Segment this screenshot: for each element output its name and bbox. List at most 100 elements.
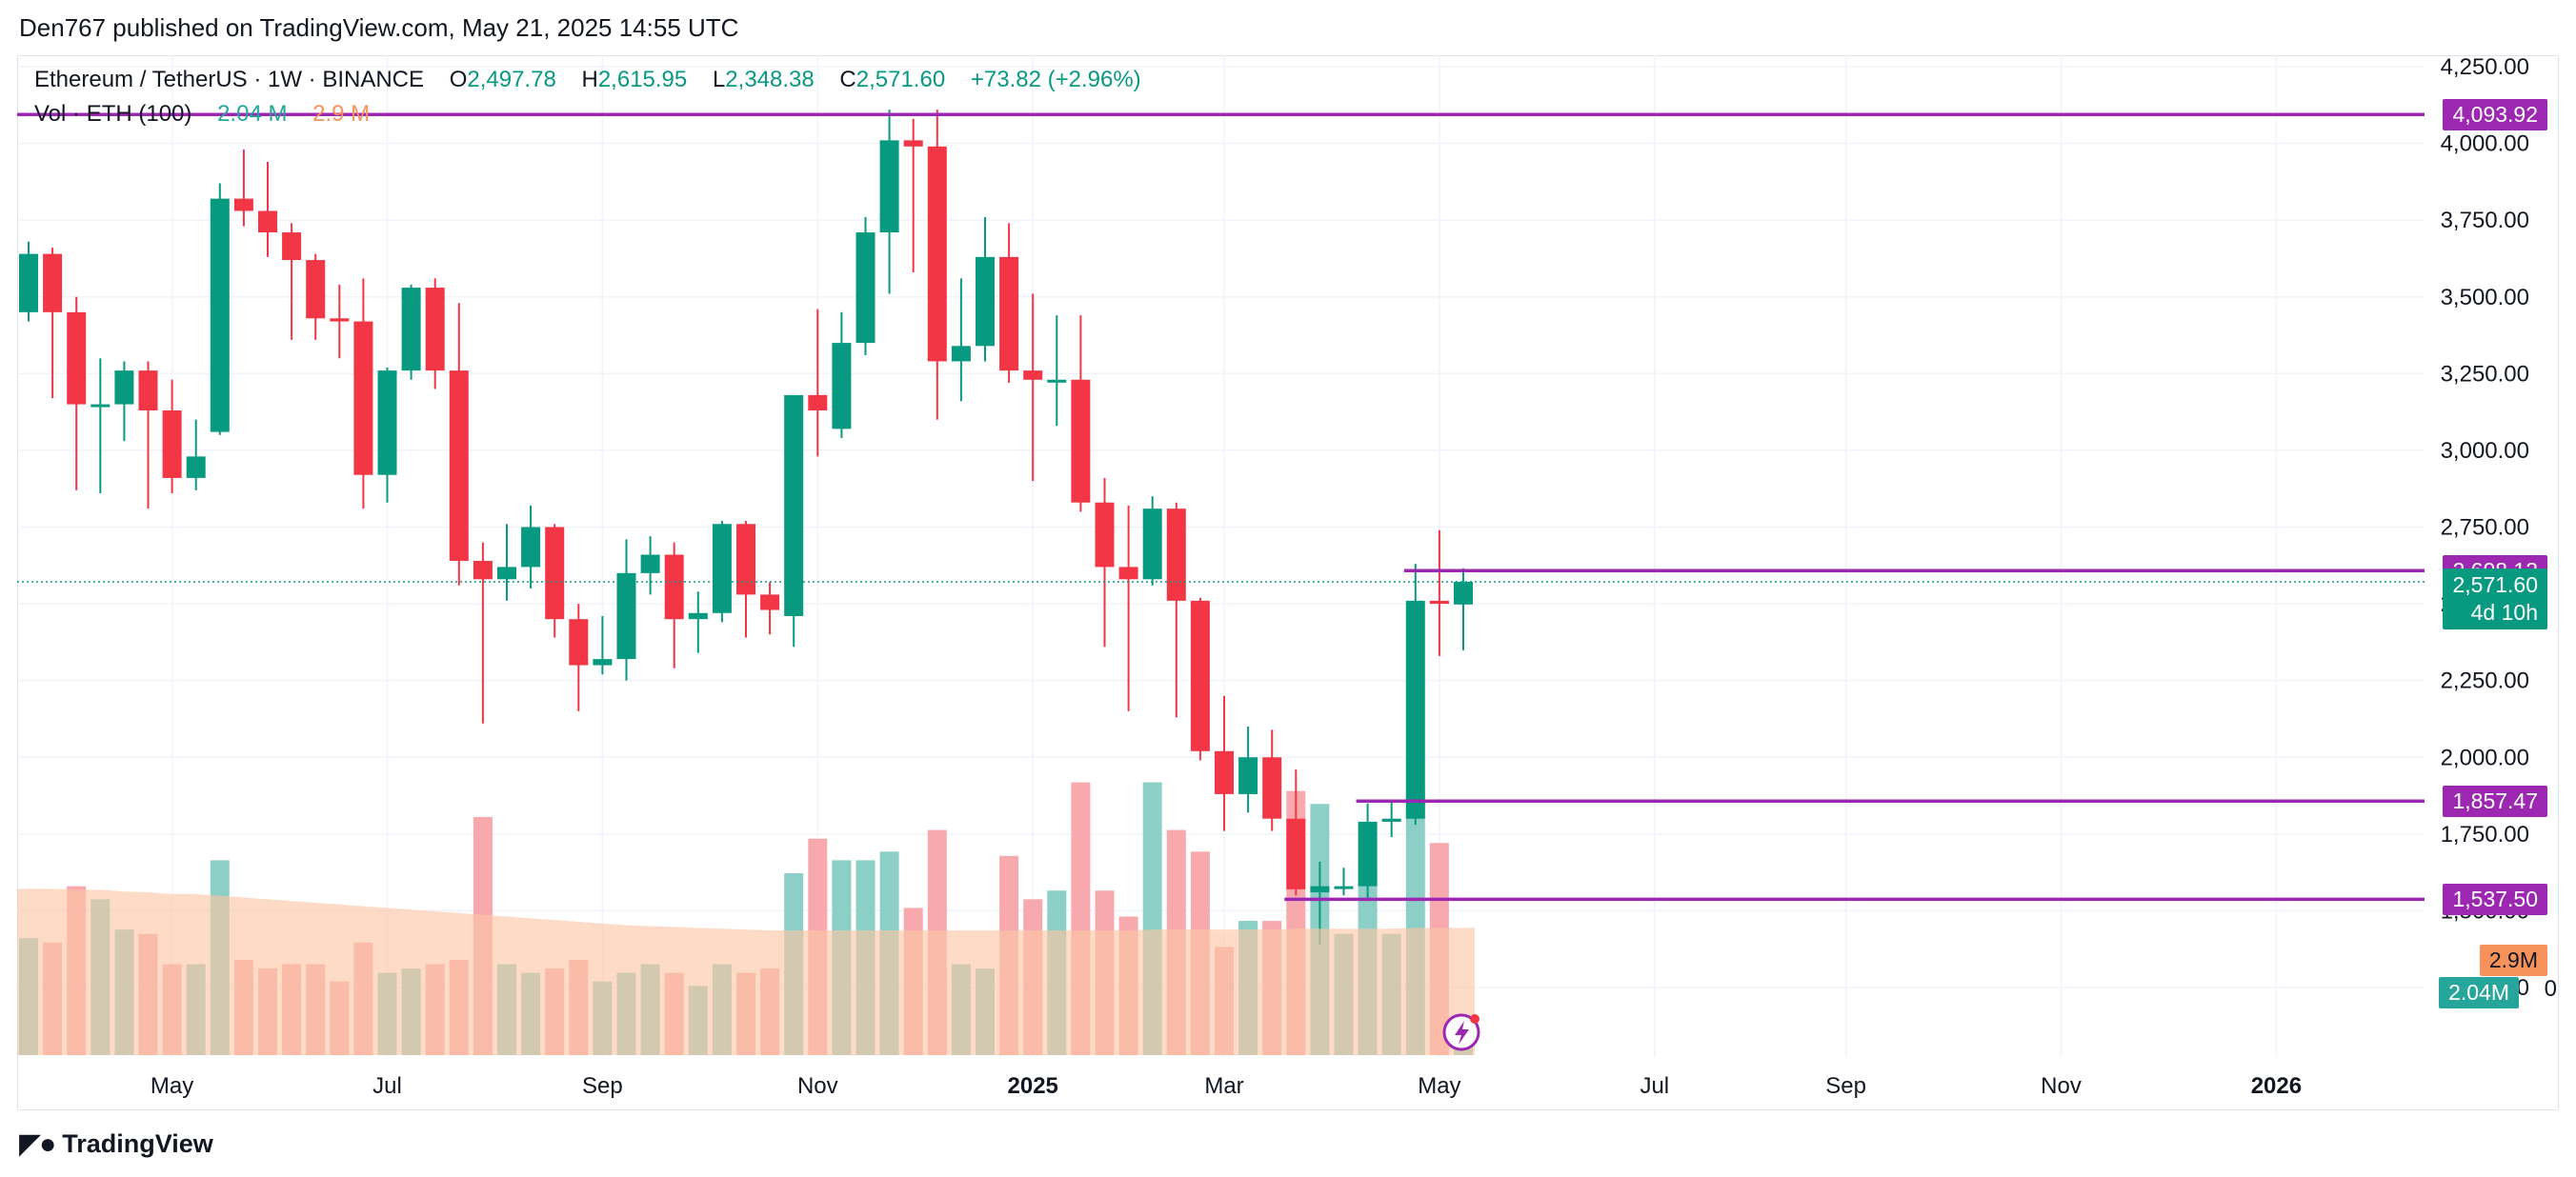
tradingview-logo-icon: ◤●	[19, 1128, 56, 1160]
candle-body	[91, 404, 111, 408]
y-tick-label: 3,750.00	[2441, 208, 2529, 233]
y-tick-label: 4,250.00	[2441, 54, 2529, 80]
candle-body	[186, 456, 206, 478]
volume-last-label: 2.04M	[2439, 977, 2519, 1008]
level-label-1857: 1,857.47	[2443, 786, 2547, 818]
candle-body	[1286, 818, 1306, 889]
bar-countdown: 4d 10h	[2470, 600, 2538, 625]
x-tick-label: Jul	[372, 1073, 402, 1099]
volume-value: 2.04 M	[217, 101, 288, 127]
candle-body	[162, 410, 182, 478]
low-label: L	[712, 67, 726, 92]
candle-body	[1071, 379, 1091, 503]
x-tick-label: 2026	[2251, 1073, 2302, 1099]
candle-body	[233, 198, 253, 211]
candle-body	[521, 527, 541, 568]
candle-body	[138, 370, 158, 411]
candle-body	[808, 394, 828, 411]
x-tick-label: Nov	[2041, 1073, 2082, 1099]
symbol-title[interactable]: Ethereum / TetherUS · 1W · BINANCE	[34, 67, 425, 92]
x-tick-label: Sep	[582, 1073, 623, 1099]
close-label: C	[839, 67, 856, 92]
x-axis: May Jul Sep Nov 2025 Mar May Jul Sep Nov 2026	[151, 1073, 2302, 1099]
y-tick-label: 4,000.00	[2441, 131, 2529, 157]
candle-body	[114, 370, 134, 405]
volume-indicator-title[interactable]: Vol · ETH (100)	[34, 101, 192, 127]
candle-body	[569, 619, 589, 666]
level-label-1537: 1,537.50	[2443, 884, 2547, 916]
candle-body	[736, 524, 755, 595]
candle-body	[760, 594, 780, 610]
candle-body	[1023, 370, 1043, 380]
x-tick-label: 2025	[1008, 1073, 1058, 1099]
candle-body	[258, 210, 277, 233]
high-label: H	[581, 67, 598, 92]
candle-body	[330, 318, 350, 322]
candle-body	[784, 394, 804, 616]
candle-body	[664, 554, 684, 620]
candles	[19, 110, 1473, 945]
grid	[17, 55, 2425, 1057]
candle-body	[1405, 600, 1425, 819]
candle-body	[306, 260, 326, 319]
published-line: Den767 published on TradingView.com, May…	[19, 13, 739, 42]
candle-body	[593, 659, 613, 666]
y-tick-label: 3,250.00	[2441, 361, 2529, 387]
candle-body	[1262, 757, 1282, 819]
x-tick-label: Sep	[1825, 1073, 1866, 1099]
candle-body	[927, 146, 947, 362]
candle-body	[497, 567, 516, 580]
candle-body	[855, 232, 875, 344]
y-axis: 1,250.001,500.001,750.002,000.002,250.00…	[2441, 54, 2557, 1002]
open-label: O	[449, 67, 468, 92]
candle-body	[1381, 818, 1401, 822]
candle-body	[449, 370, 469, 561]
volume-ma-value: 2.9 M	[312, 101, 371, 127]
y-tick-label: 1,750.00	[2441, 822, 2529, 848]
tradingview-logo[interactable]: ◤● TradingView	[19, 1127, 213, 1161]
candle-body	[210, 198, 230, 432]
candle-body	[616, 572, 636, 660]
y-tick-label: 2,000.00	[2441, 745, 2529, 770]
candle-body	[903, 140, 923, 147]
candle-body	[1047, 379, 1067, 383]
open-value: 2,497.78	[467, 67, 556, 92]
close-value: 2,571.60	[855, 67, 946, 92]
lightning-alert-icon[interactable]	[1442, 1013, 1480, 1051]
candle-body	[1142, 509, 1162, 580]
y-tick-label: 0	[2545, 976, 2557, 1002]
candle-body	[353, 321, 373, 475]
high-value: 2,615.95	[597, 67, 688, 92]
candle-body	[832, 343, 852, 429]
candle-body	[1334, 886, 1354, 889]
candle-body	[1429, 600, 1449, 605]
candle-body	[1166, 509, 1186, 601]
brand-name: TradingView	[62, 1129, 213, 1158]
candle-body	[425, 288, 445, 371]
candle-body	[1118, 567, 1138, 580]
x-tick-label: Mar	[1204, 1073, 1243, 1099]
y-tick-label: 3,500.00	[2441, 285, 2529, 310]
last-price-value: 2,571.60	[2452, 572, 2538, 597]
candle-body	[545, 527, 565, 620]
candle-body	[640, 554, 660, 573]
candle-body	[43, 253, 63, 312]
candle-body	[401, 288, 421, 371]
last-price-label: 2,571.60 4d 10h	[2443, 569, 2547, 629]
x-tick-label: Jul	[1640, 1073, 1669, 1099]
candle-body	[712, 524, 732, 613]
y-tick-label: 2,750.00	[2441, 515, 2529, 541]
candle-body	[999, 256, 1019, 371]
volume-ma-area	[17, 888, 1475, 1055]
candle-body	[377, 370, 397, 475]
ohlc-legend: Ethereum / TetherUS · 1W · BINANCE O2,49…	[34, 67, 1141, 93]
chart-frame	[17, 55, 2559, 1110]
y-tick-label: 2,250.00	[2441, 668, 2529, 694]
candle-body	[1238, 757, 1258, 794]
x-tick-label: May	[1418, 1073, 1460, 1099]
candle-body	[688, 612, 708, 620]
candle-body	[1454, 582, 1473, 605]
candle-body	[1095, 502, 1115, 568]
candle-body	[19, 253, 38, 312]
